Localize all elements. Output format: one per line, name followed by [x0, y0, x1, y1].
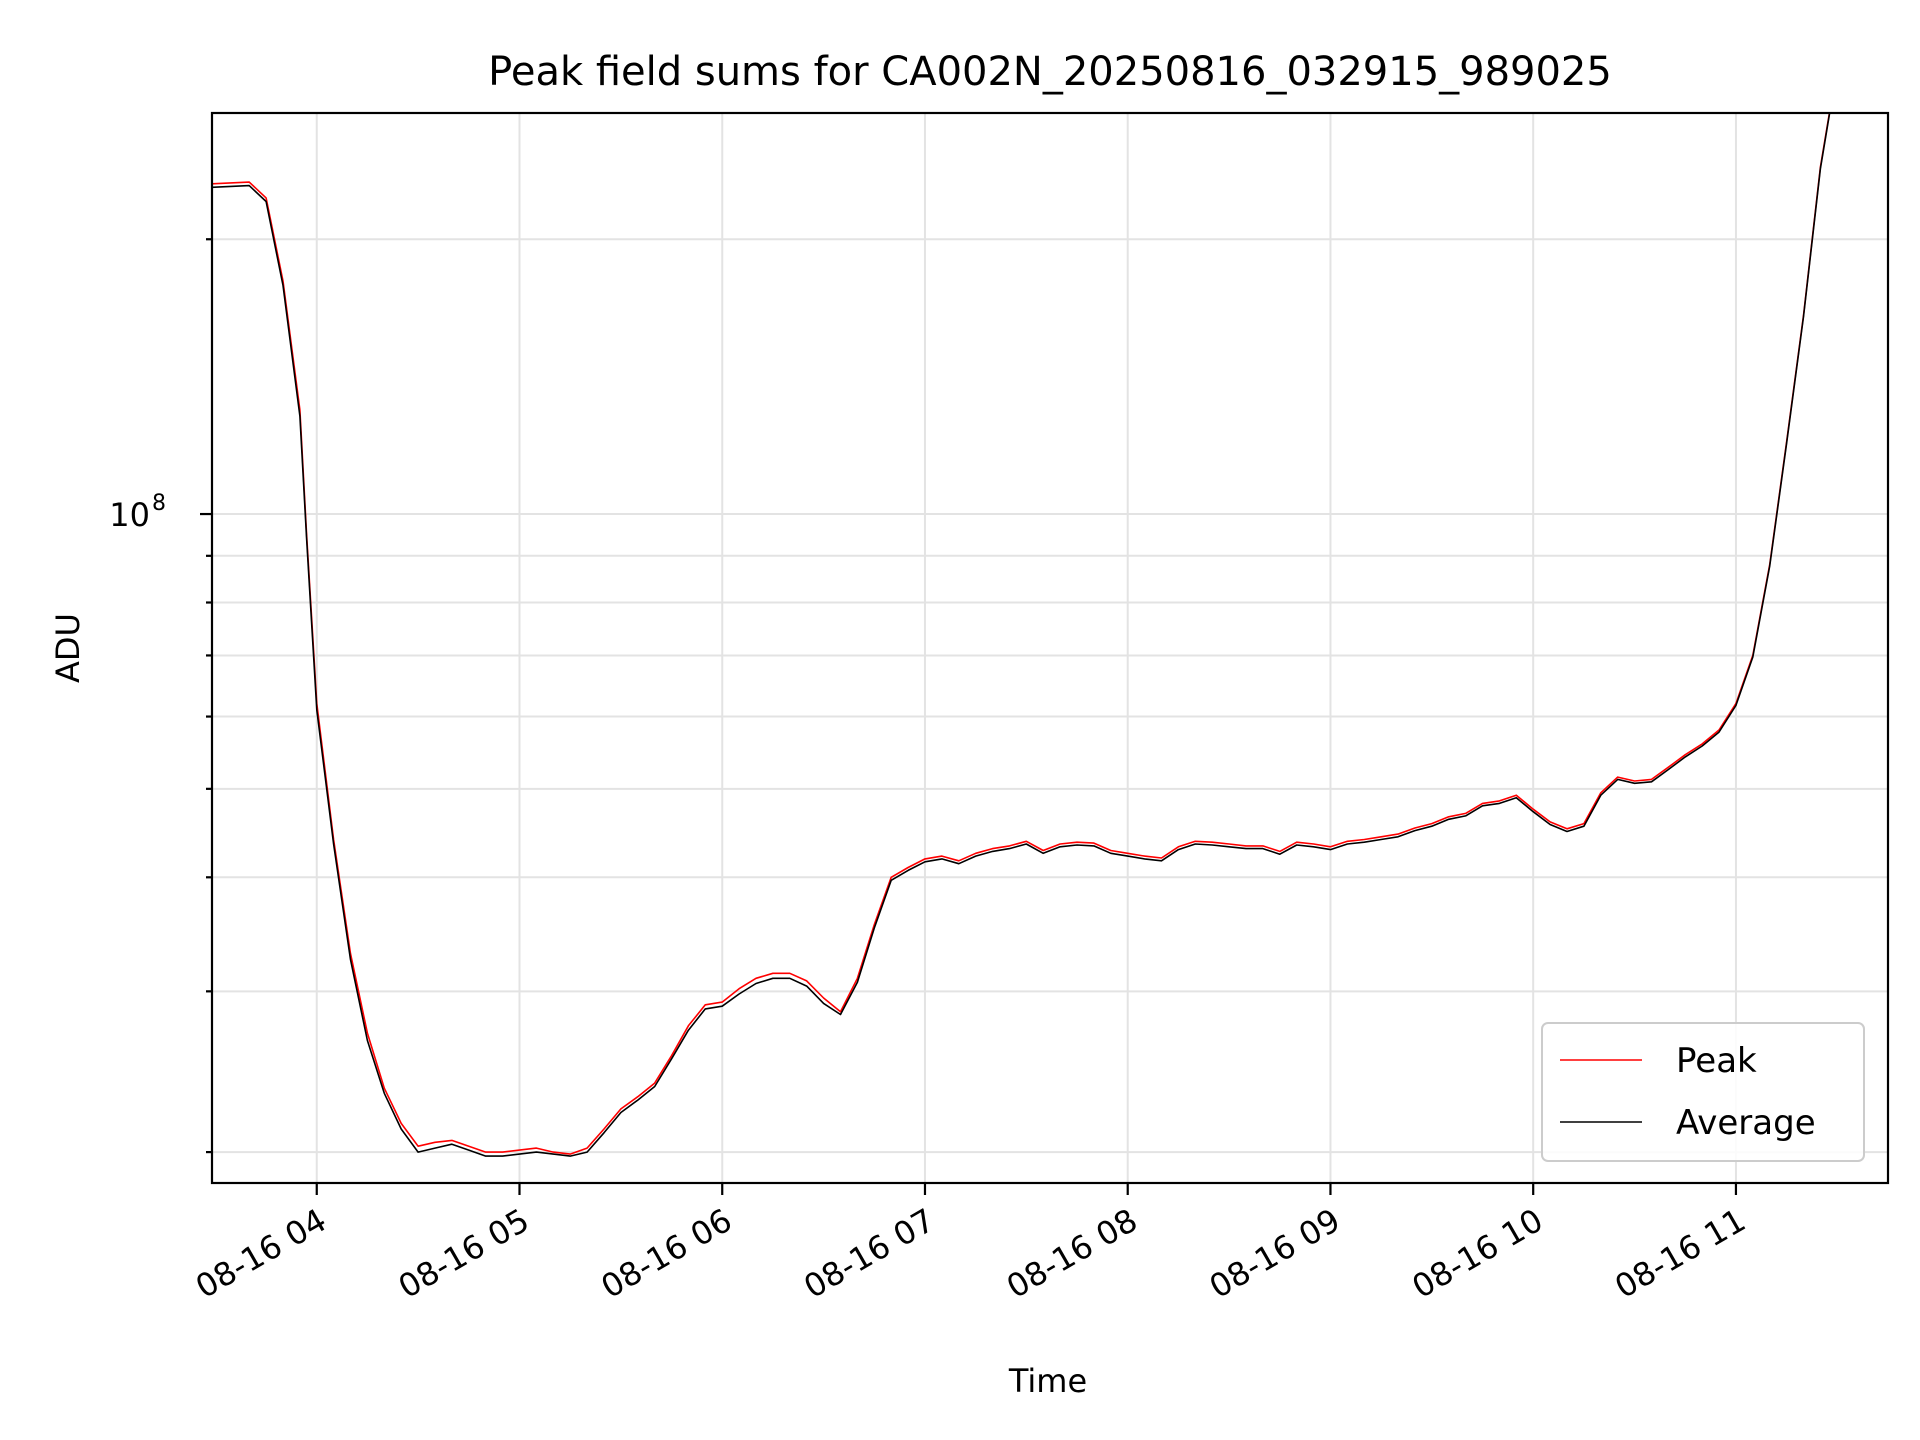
legend-label-average: Average: [1676, 1103, 1816, 1143]
x-tick-label: 08-16 11: [1608, 1201, 1752, 1306]
x-tick-label: 08-16 10: [1406, 1201, 1550, 1306]
y-tick-label-exponent: 8: [152, 491, 166, 516]
y-tick-label: 10: [109, 496, 150, 534]
legend: Peak Average: [1541, 1022, 1865, 1162]
x-tick-label: 08-16 07: [797, 1201, 941, 1306]
plot-frame: [210, 111, 1890, 1185]
x-tick-label: 08-16 05: [392, 1201, 536, 1306]
series-line-peak: [212, 113, 1831, 1155]
legend-box: [1541, 1022, 1865, 1162]
x-tick-label: 08-16 06: [595, 1201, 739, 1306]
series-line-average: [212, 113, 1831, 1157]
chart-title: Peak field sums for CA002N_20250816_0329…: [488, 49, 1612, 95]
legend-label-peak: Peak: [1676, 1041, 1757, 1081]
x-tick-label: 08-16 04: [189, 1201, 333, 1306]
y-axis-label: ADU: [49, 613, 87, 683]
x-axis-label: Time: [1008, 1362, 1087, 1400]
x-tick-label: 08-16 09: [1203, 1201, 1347, 1306]
x-tick-label: 08-16 08: [1000, 1201, 1144, 1306]
